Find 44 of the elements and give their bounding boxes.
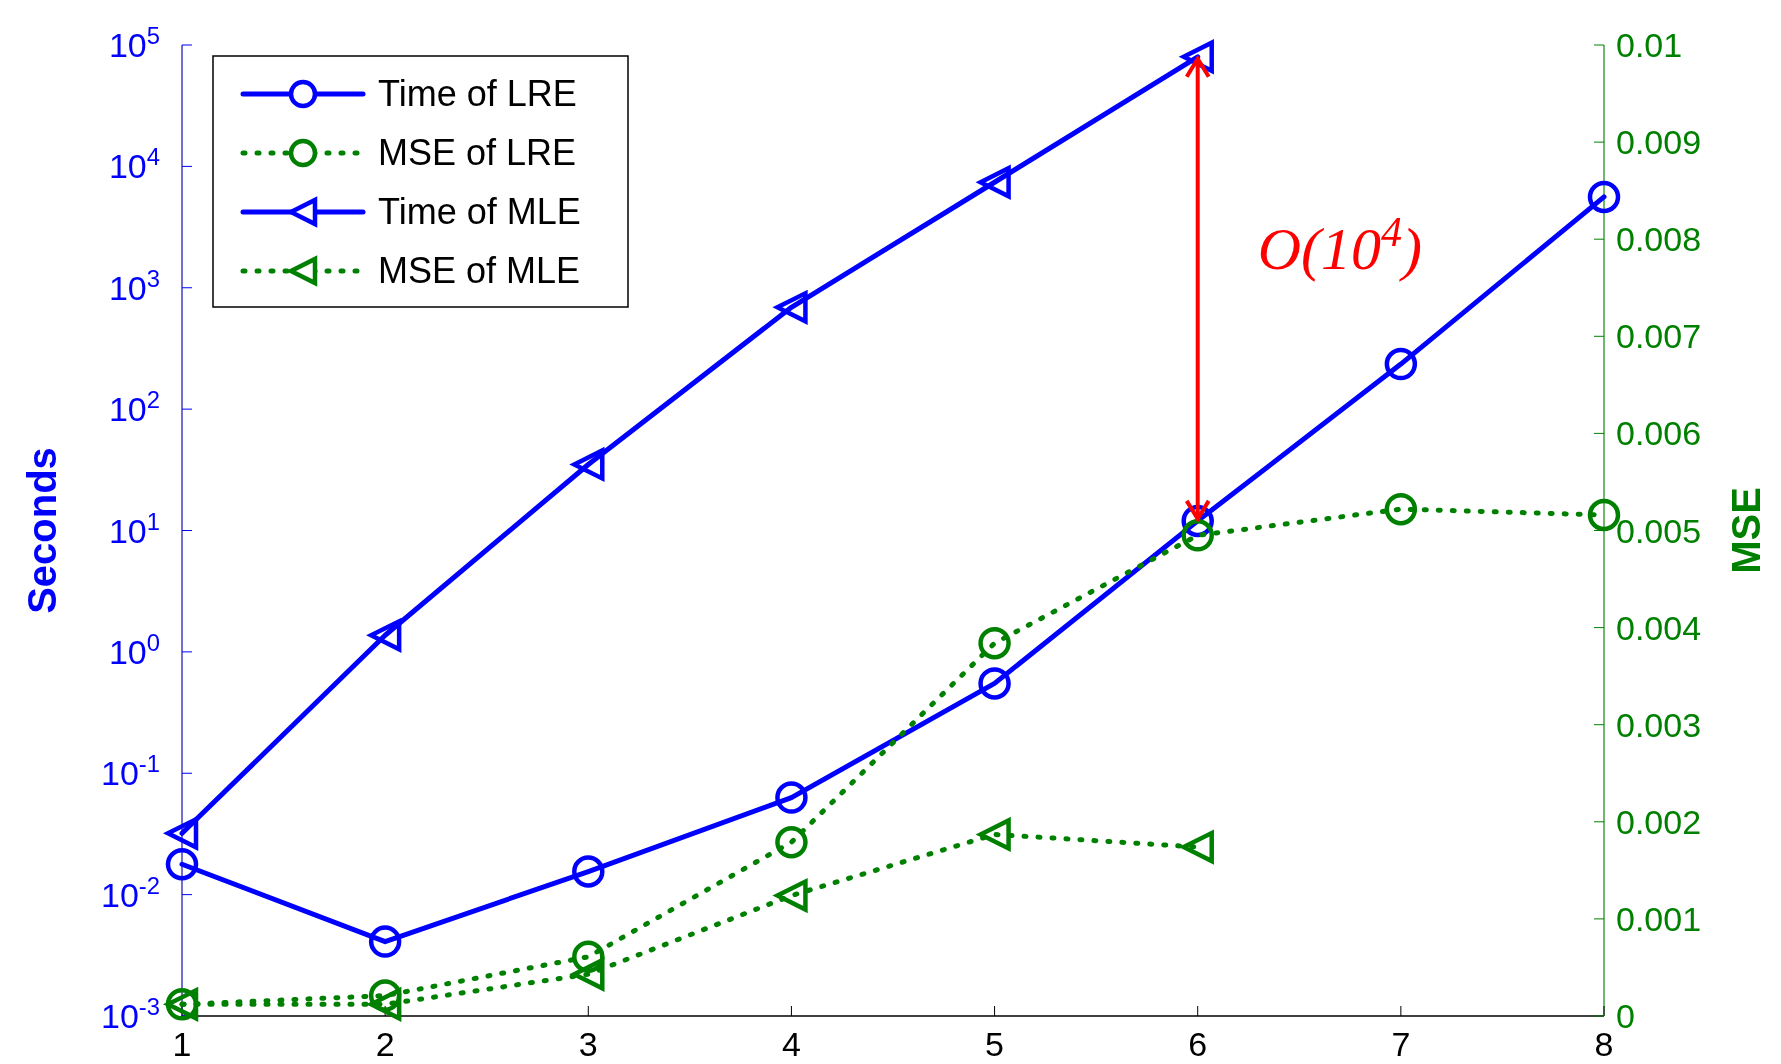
point [572, 855, 605, 888]
legend-label: Time of MLE [378, 191, 581, 232]
x-tick-label: 4 [781, 1025, 801, 1063]
y-tick-label: 10$^{3}$ [108, 264, 160, 307]
x-tick-label: 6 [1188, 1025, 1208, 1063]
x-tick-label: 7 [1391, 1025, 1411, 1063]
y-tick-label: 10$^{-1}$ [101, 749, 160, 793]
x-tick-label: 8 [1594, 1025, 1614, 1063]
legend-label: Time of LRE [378, 73, 577, 114]
y2-tick-label: 0.006 [1616, 414, 1702, 453]
point [368, 925, 402, 958]
legend-label: MSE of MLE [378, 250, 581, 291]
y2-tick-label: 0.003 [1616, 705, 1702, 744]
x-tick-label: 2 [375, 1025, 395, 1063]
legend-label: MSE of LRE [378, 132, 577, 173]
annotation: O(10$^{4}$) [1257, 208, 1423, 282]
point [775, 781, 808, 814]
y-tick-label: 10$^{0}$ [108, 628, 160, 671]
y2-tick-label: 0.009 [1616, 123, 1702, 162]
point [165, 848, 199, 881]
point [1587, 180, 1621, 214]
point [163, 817, 199, 851]
y2-tick-label: 0 [1616, 997, 1635, 1035]
y2-tick-label: 0.001 [1616, 899, 1702, 938]
y-tick-label: 10$^{-3}$ [101, 992, 160, 1035]
y-tick-label: 10$^{2}$ [108, 385, 160, 429]
y-tick-label: 10$^{4}$ [108, 142, 160, 186]
x-tick-label: 3 [578, 1025, 598, 1063]
x-tick-label: 1 [172, 1025, 192, 1063]
y2-tick-label: 0.007 [1616, 317, 1702, 356]
y2-tick-label: 0.004 [1616, 608, 1702, 647]
y2-axis-title: MSE [1724, 487, 1768, 574]
y-tick-label: 10$^{5}$ [108, 21, 160, 64]
point [978, 667, 1011, 700]
y2-tick-label: 0.002 [1616, 802, 1702, 841]
y-tick-label: 10$^{1}$ [108, 507, 160, 550]
y-axis-title: Seconds [20, 447, 64, 614]
x-tick-label: 5 [985, 1025, 1005, 1063]
point [1384, 347, 1418, 381]
y2-tick-label: 0.01 [1616, 26, 1683, 64]
point [366, 617, 402, 653]
y2-tick-label: 0.008 [1616, 220, 1702, 259]
y-tick-label: 10$^{-2}$ [101, 871, 160, 914]
y2-tick-label: 0.005 [1616, 511, 1702, 550]
